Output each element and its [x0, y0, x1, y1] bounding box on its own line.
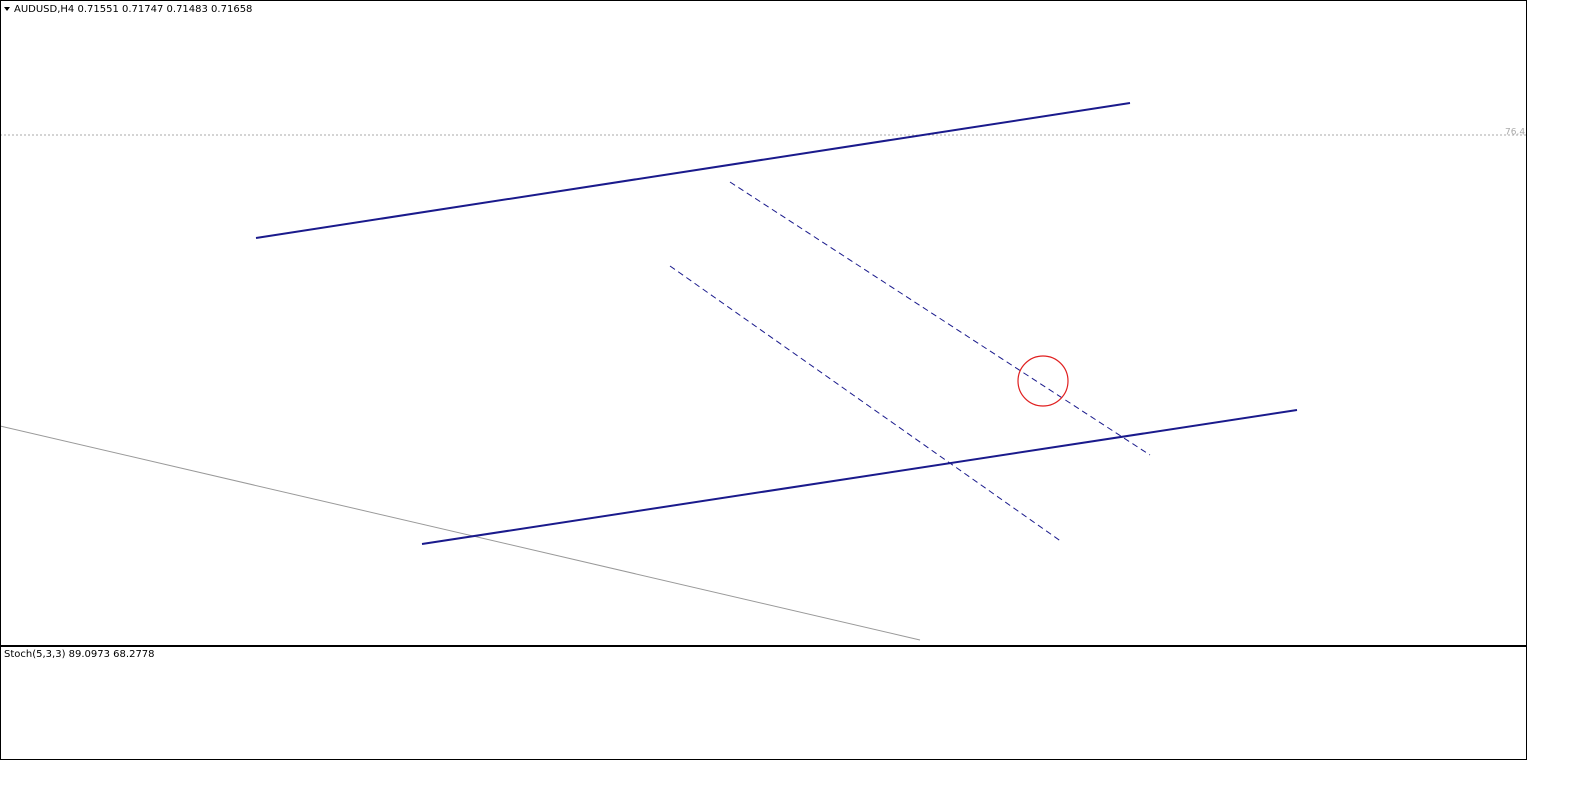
main-frame: [0, 0, 1527, 646]
highlight-circle: [1017, 355, 1069, 407]
chart-title: AUDUSD,H4 0.71551 0.71747 0.71483 0.7165…: [14, 4, 252, 15]
stoch-title: Stoch(5,3,3) 89.0973 68.2778: [4, 649, 155, 660]
menu-icon[interactable]: [4, 7, 10, 11]
lower-channel: [421, 409, 1298, 545]
upper-channel: [255, 102, 1131, 239]
falling-channel-top: [729, 181, 1151, 456]
falling-channel-bottom: [669, 265, 1063, 543]
fibo-label: 76.4: [1505, 128, 1525, 138]
stoch-frame: [0, 646, 1527, 760]
long-trendline: [0, 425, 921, 641]
